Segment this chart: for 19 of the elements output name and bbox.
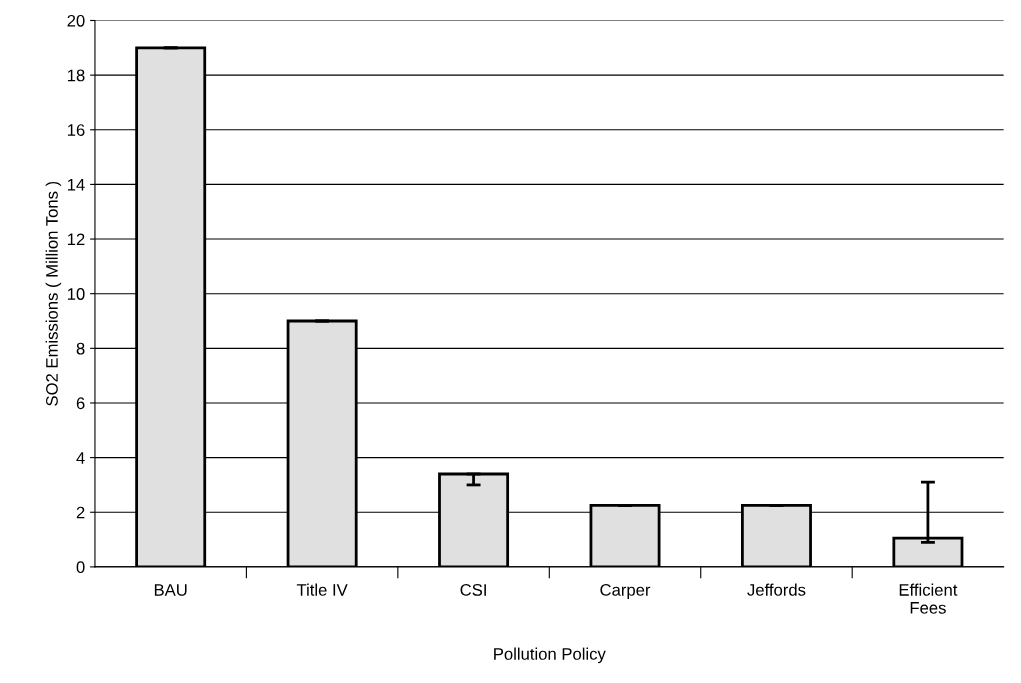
x-tick-label: Title IV bbox=[296, 583, 348, 596]
y-tick-label: 20 bbox=[67, 14, 85, 27]
x-tick-label: BAU bbox=[154, 584, 187, 596]
y-tick-label: 8 bbox=[76, 342, 85, 355]
x-tick-label: Carper bbox=[600, 584, 651, 600]
y-tick-label: 2 bbox=[76, 506, 85, 519]
x-axis-title: Pollution Policy bbox=[494, 647, 606, 664]
y-tick-label: 4 bbox=[76, 452, 85, 464]
y-tick-label: 10 bbox=[67, 288, 85, 300]
y-tick-label: 12 bbox=[67, 233, 85, 246]
y-axis-title: SO2 Emissions ( Million Tons ) bbox=[45, 181, 62, 406]
x-tick-label: Efficient Fees bbox=[899, 583, 958, 614]
y-tick-label: 16 bbox=[67, 124, 85, 136]
y-tick-label: 18 bbox=[67, 69, 85, 82]
y-tick-label: 0 bbox=[76, 561, 85, 574]
x-tick-label: Jeffords bbox=[747, 583, 806, 596]
y-tick-label: 6 bbox=[76, 397, 85, 410]
y-tick-label: 14 bbox=[67, 178, 85, 191]
x-tick-label: CSI bbox=[460, 584, 486, 596]
